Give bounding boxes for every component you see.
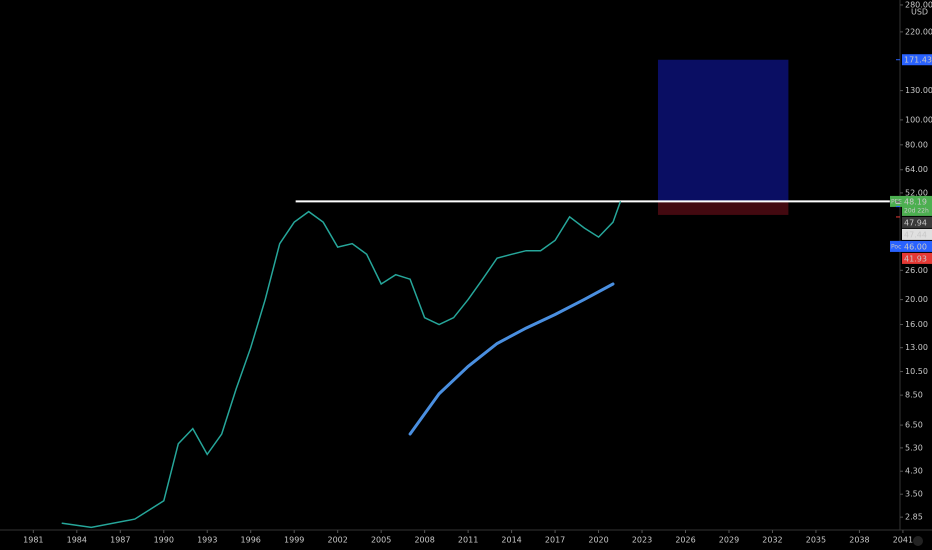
y-tick-label: 8.50: [905, 391, 923, 400]
level-box: [902, 54, 932, 66]
level-label: 41.93: [904, 254, 927, 263]
y-tick-label: 220.00: [905, 27, 932, 36]
y-tick-label: 280.00: [905, 0, 932, 9]
x-tick-label: 1984: [67, 536, 87, 545]
y-tick-label: 52.00: [905, 188, 928, 197]
x-tick-label: 2011: [458, 536, 478, 545]
x-tick-label: 2038: [849, 536, 869, 545]
x-tick-label: 2002: [328, 536, 348, 545]
y-tick-label: 6.50: [905, 421, 923, 430]
level-label: 47.44: [904, 230, 927, 239]
level-box: [902, 240, 932, 252]
stop-zone: [657, 201, 789, 215]
y-tick-label: 20.00: [905, 295, 928, 304]
x-tick-label: 1990: [154, 536, 174, 545]
x-tick-label: 1999: [284, 536, 304, 545]
level-tag-box: [890, 240, 902, 252]
x-tick-label: 2032: [762, 536, 782, 545]
level-box: [902, 228, 932, 240]
y-tick-label: 4.30: [905, 467, 923, 476]
x-tick-label: 2041: [893, 536, 913, 545]
price-line: [61, 201, 622, 529]
level-countdown: 20d 22h: [904, 207, 929, 214]
y-tick-label: 5.30: [905, 443, 923, 452]
auto-scale-button[interactable]: [913, 536, 923, 546]
y-tick-label: 2.85: [905, 513, 923, 522]
x-tick-label: 2014: [501, 536, 521, 545]
x-tick-label: 2020: [588, 536, 608, 545]
x-tick-label: 2035: [806, 536, 826, 545]
y-tick-label: 64.00: [905, 165, 928, 174]
level-tag: Poc: [891, 243, 901, 250]
x-tick-label: 1993: [197, 536, 217, 545]
y-tick-label: 130.00: [905, 86, 932, 95]
x-tick-label: 1981: [23, 536, 43, 545]
y-tick-label: 100.00: [905, 115, 932, 124]
level-box: [902, 195, 932, 216]
x-tick-label: 1996: [241, 536, 261, 545]
level-label: 47.94: [904, 218, 927, 227]
level-box: [902, 252, 932, 264]
y-tick-label: 26.00: [905, 266, 928, 275]
y-tick-label: 10.50: [905, 367, 928, 376]
y-tick-label: 16.00: [905, 320, 928, 329]
currency-label: USD: [911, 8, 928, 17]
x-tick-label: 2005: [371, 536, 391, 545]
x-tick-label: 1987: [110, 536, 130, 545]
x-tick-label: 2026: [675, 536, 695, 545]
level-label: 171.43: [904, 56, 932, 65]
x-tick-label: 2008: [414, 536, 434, 545]
level-label: 46.00: [904, 242, 927, 251]
y-tick-label: 80.00: [905, 140, 928, 149]
x-tick-label: 2017: [545, 536, 565, 545]
level-label: 48.19: [904, 197, 927, 206]
level-box: [902, 216, 932, 228]
target-zone: [657, 59, 789, 202]
y-tick-label: 13.00: [905, 343, 928, 352]
level-tag-box: [890, 195, 902, 207]
x-tick-label: 2029: [719, 536, 739, 545]
price-line: [408, 282, 615, 436]
x-tick-label: 2023: [632, 536, 652, 545]
y-tick-label: 3.50: [905, 490, 923, 499]
